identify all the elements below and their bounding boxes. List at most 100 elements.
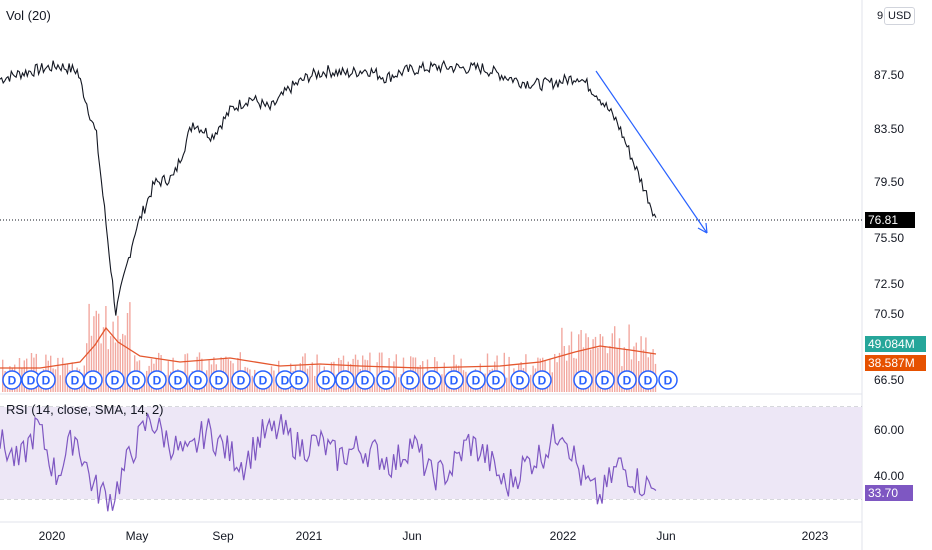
dividend-marker[interactable]: D [275,370,295,390]
volume-bar [273,370,275,392]
axis-labels: 87.50 83.50 79.50 75.50 72.50 70.50 66.50 2020 M… [39,68,905,543]
volume-bar [465,371,467,392]
volume-bar [105,306,107,392]
dividend-marker[interactable]: D [486,370,506,390]
volume-bar [604,346,606,392]
trend-arrow[interactable] [595,70,708,234]
price-tick-label: 87.50 [874,68,904,82]
svg-text:D: D [664,374,673,388]
volume-bar [88,303,90,392]
svg-text:D: D [361,374,370,388]
dividend-marker[interactable]: D [573,370,593,390]
volume-bar [628,324,630,392]
volume-bar [506,377,508,392]
volume-bar [98,313,100,392]
volume-bar [316,354,318,392]
dividend-marker[interactable]: D [444,370,464,390]
dividend-marker[interactable]: D [355,370,375,390]
dividend-marker[interactable]: D [335,370,355,390]
time-tick-label: 2021 [296,529,323,543]
volume-bar [59,375,61,392]
volume-bar [566,360,568,392]
volume-bar [638,361,640,392]
volume-bar [635,342,637,392]
volume-bar [561,327,563,392]
axis-top-partial: 9 [877,10,884,22]
svg-text:D: D [406,374,415,388]
dividend-marker[interactable]: D [595,370,615,390]
dividend-marker[interactable]: D [400,370,420,390]
volume-bar [311,362,313,392]
volume-bar [441,374,443,392]
volume-bar [110,336,112,392]
volume-bar [189,379,191,392]
volume-bar [126,313,129,392]
volume-bar [251,375,253,392]
volume-bar [558,352,561,392]
volume-bar [90,335,93,392]
dividend-marker[interactable]: D [466,370,486,390]
dividend-marker[interactable]: D [231,370,251,390]
volume-bar [508,356,510,392]
dividend-marker[interactable]: D [209,370,229,390]
svg-text:D: D [153,374,162,388]
svg-text:D: D [644,374,653,388]
rsi-tick-label: 40.00 [874,469,904,483]
svg-text:D: D [259,374,268,388]
volume-bar [592,339,594,392]
dividend-marker[interactable]: D [510,370,530,390]
dividend-marker[interactable]: D [658,370,678,390]
dividend-marker[interactable]: D [316,370,336,390]
dividend-marker[interactable]: D [638,370,658,390]
currency-badge[interactable]: USD [884,7,916,25]
volume-bar [590,349,592,392]
dividend-marker[interactable]: D [105,370,125,390]
svg-text:D: D [71,374,80,388]
price-tick-label: 79.50 [874,175,904,189]
dividend-marker[interactable]: D [376,370,396,390]
dividend-marker[interactable]: D [168,370,188,390]
svg-text:D: D [322,374,331,388]
volume-bar [309,366,311,392]
dividend-marker[interactable]: D [253,370,273,390]
svg-text:D: D [42,374,51,388]
svg-text:D: D [579,374,588,388]
volume-bar [374,377,376,392]
volume-bar [510,378,513,392]
dividend-marker[interactable]: D [65,370,85,390]
svg-text:D: D [8,374,17,388]
volume-bar [107,349,109,392]
volume-bar [230,360,232,392]
volume-bar [124,335,126,392]
time-tick-label: 2023 [802,529,829,543]
volume-bar [117,315,119,392]
volume-bar [95,310,97,392]
svg-text:D: D [27,374,36,388]
dividend-marker[interactable]: D [83,370,103,390]
volume-bar [114,342,117,392]
volume-ma-line [0,326,657,369]
dividend-marker[interactable]: D [21,370,41,390]
volume-bar [314,375,316,392]
volume-bar [582,347,585,392]
volume-bar [640,336,642,392]
dividend-marker[interactable]: D [2,370,22,390]
volume-bar [186,353,189,392]
volume-bar [642,349,645,392]
volume-bar [551,372,553,392]
dividend-marker[interactable]: D [126,370,146,390]
price-tick-label: 83.50 [874,122,904,136]
volume-bar [208,360,210,392]
dividend-marker[interactable]: D [147,370,167,390]
dividend-marker[interactable]: D [188,370,208,390]
dividend-marker[interactable]: D [617,370,637,390]
dividend-marker[interactable]: D [532,370,552,390]
volume-bar [64,364,66,392]
volume-bar [580,330,582,392]
dividend-marker[interactable]: D [289,370,309,390]
dividend-marker[interactable]: D [422,370,442,390]
dividend-marker[interactable]: D [36,370,56,390]
volume-bar [594,336,597,392]
